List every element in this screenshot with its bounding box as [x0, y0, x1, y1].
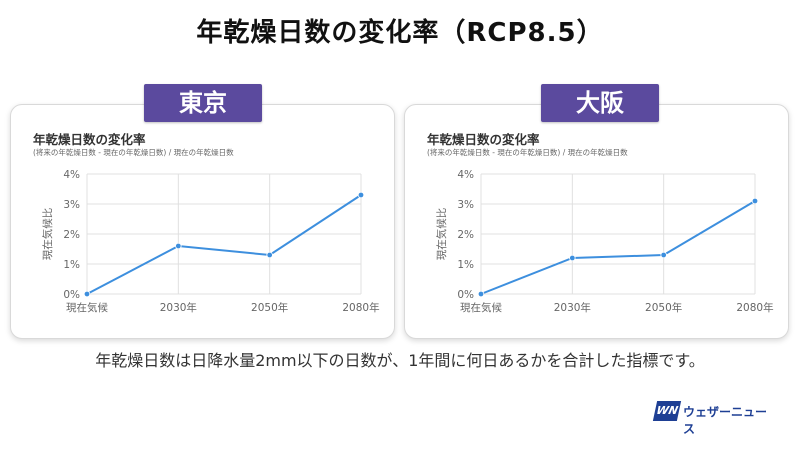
x-tick-label: 2050年: [645, 301, 682, 314]
x-tick-label: 2030年: [160, 301, 197, 314]
series-line: [86, 194, 362, 295]
data-point: [477, 290, 485, 298]
data-point: [175, 242, 182, 250]
y-tick-label: 2%: [63, 229, 80, 241]
x-tick-label: 2080年: [342, 301, 379, 314]
data-point: [660, 251, 667, 259]
page-title: 年乾燥日数の変化率（RCP8.5）: [196, 18, 604, 48]
city-badge-tokyo: 東京: [144, 84, 262, 122]
y-tick-label: 1%: [63, 259, 80, 271]
series-line: [480, 200, 756, 295]
chart-title: 年乾燥日数の変化率: [427, 132, 540, 147]
data-point: [569, 254, 576, 262]
y-axis-label: 現在気候比: [41, 208, 54, 261]
city-badge-osaka: 大阪: [541, 84, 659, 122]
weathernews-logo: WN ウェザーニュース: [652, 401, 775, 436]
chart-subtitle: (将来の年乾燥日数 - 現在の年乾燥日数) / 現在の年乾燥日数: [33, 148, 234, 157]
logo-text: ウェザーニュース: [683, 405, 768, 436]
chart-title: 年乾燥日数の変化率: [33, 132, 146, 147]
y-tick-label: 3%: [63, 199, 80, 211]
data-point: [266, 251, 273, 259]
x-tick-label: 現在気候: [460, 301, 502, 314]
y-axis-label: 現在気候比: [435, 208, 448, 261]
y-tick-label: 2%: [457, 229, 474, 241]
chart-panel-tokyo: 年乾燥日数の変化率 (将来の年乾燥日数 - 現在の年乾燥日数) / 現在の年乾燥…: [10, 104, 395, 339]
line-chart-osaka: 0% 1% 2% 3% 4% 現在気候 2030年 2050年 2080年 現在気候比: [435, 169, 774, 314]
x-tick-label: 現在気候: [66, 301, 108, 314]
y-tick-label: 4%: [457, 169, 474, 181]
y-tick-label: 3%: [457, 199, 474, 211]
x-tick-label: 2080年: [736, 301, 773, 314]
logo-mark: WN: [652, 401, 682, 421]
data-point: [83, 290, 91, 298]
chart-panel-osaka: 年乾燥日数の変化率 (将来の年乾燥日数 - 現在の年乾燥日数) / 現在の年乾燥…: [404, 104, 789, 339]
x-tick-label: 2050年: [251, 301, 288, 314]
data-point: [751, 197, 759, 205]
line-chart-tokyo: 0% 1% 2% 3% 4% 現在気候 2030年 2050年 2080年 現在気候比: [41, 169, 380, 314]
footnote: 年乾燥日数は日降水量2mm以下の日数が、1年間に何日あるかを合計した指標です。: [95, 351, 705, 370]
chart-subtitle: (将来の年乾燥日数 - 現在の年乾燥日数) / 現在の年乾燥日数: [427, 148, 628, 157]
x-tick-label: 2030年: [554, 301, 591, 314]
data-point: [357, 191, 365, 199]
y-tick-label: 1%: [457, 259, 474, 271]
y-tick-label: 0%: [63, 289, 80, 301]
y-tick-label: 0%: [457, 289, 474, 301]
y-tick-label: 4%: [63, 169, 80, 181]
